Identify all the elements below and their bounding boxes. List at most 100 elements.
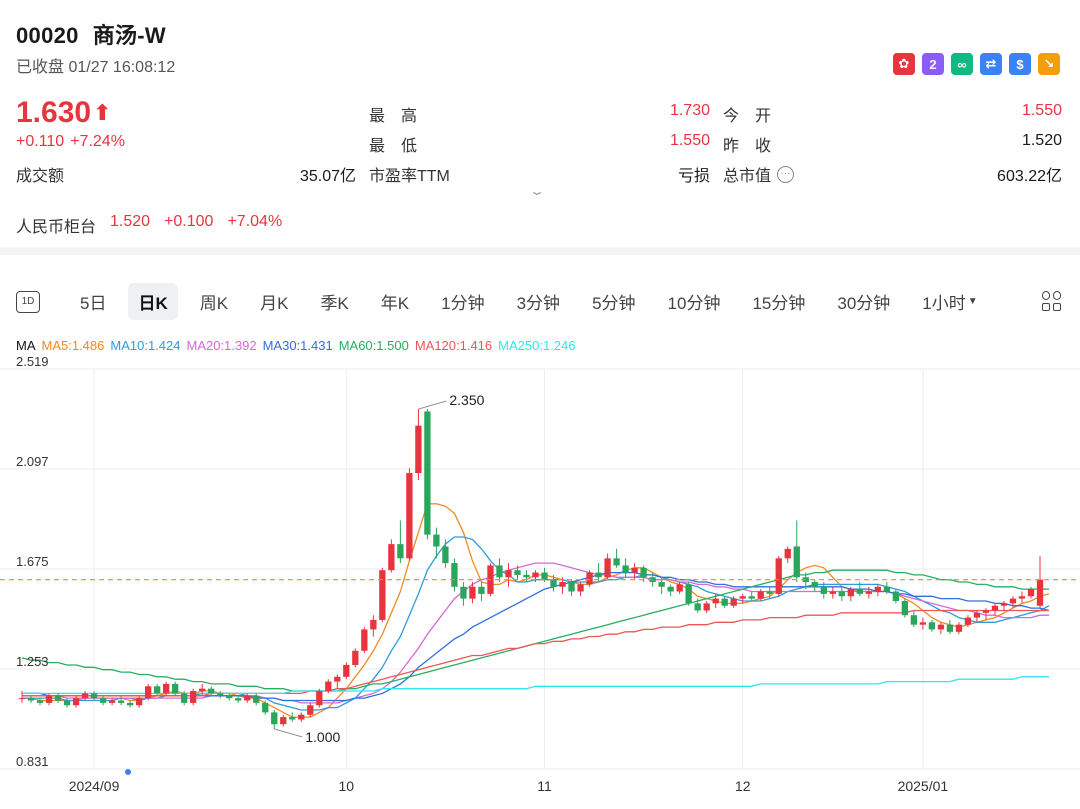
candle-body <box>523 574 530 578</box>
event-dot-icon <box>125 769 131 775</box>
more-info-icon[interactable]: ··· <box>777 165 795 183</box>
tab-period[interactable]: 年K <box>380 294 410 313</box>
prev-close-label: 昨 收 <box>723 138 772 155</box>
swap-icon[interactable]: ⇄ <box>980 53 1002 75</box>
candle-body <box>838 591 845 597</box>
candle-body <box>424 411 431 535</box>
candle-body <box>289 717 296 720</box>
candle-body <box>190 691 197 703</box>
tab-period[interactable]: 1分钟 <box>441 294 485 313</box>
candle-body <box>901 600 909 616</box>
candle-body <box>433 534 440 547</box>
candle-body <box>739 596 746 599</box>
candle-body <box>352 650 359 665</box>
candle-body <box>1009 598 1017 604</box>
candle-body <box>775 558 782 594</box>
candle-body <box>748 596 755 599</box>
tab-period[interactable]: 30分钟 <box>837 294 891 313</box>
expand-chevron-icon[interactable]: ⌄ <box>528 184 546 198</box>
dollar-icon[interactable]: $ <box>1009 53 1031 75</box>
candle-body <box>640 567 647 578</box>
pe-value: 亏损 <box>677 168 710 185</box>
x-tick-label: 10 <box>339 778 355 794</box>
rmb-price: 1.520 <box>110 213 151 230</box>
candle-body <box>208 688 215 694</box>
rmb-counter-row[interactable]: 人民币柜台 1.520 +0.100 +7.04% <box>16 213 282 237</box>
candle-body <box>63 700 71 706</box>
candle-body <box>388 544 395 571</box>
candle-body <box>72 698 80 706</box>
y-tick-label: 2.097 <box>16 454 49 469</box>
tab-period[interactable]: 3分钟 <box>516 294 561 313</box>
candle-body <box>892 591 900 601</box>
candle-body <box>613 558 620 566</box>
tab-period[interactable]: 5分钟 <box>592 294 636 313</box>
candle-body <box>982 610 990 613</box>
rmb-label: 人民币柜台 <box>16 219 97 236</box>
candle-body <box>334 676 341 682</box>
candle-body <box>766 591 773 594</box>
hk-flag-icon[interactable]: ✿ <box>893 53 915 75</box>
candle-body <box>298 714 305 720</box>
ma-legend-item: MA5:1.486 <box>41 338 105 353</box>
candle-body <box>694 603 701 611</box>
candle-body <box>550 579 557 587</box>
level2-icon[interactable]: 2 <box>922 53 944 75</box>
period-tabs: 1D 5日 日K 周K 月K 季K 年K 1分钟 3分钟 5分钟 10分钟 15分钟 30分钟 1小时 … <box>16 283 978 320</box>
ma-legend-item: MA60:1.500 <box>338 338 409 353</box>
candle-body <box>226 695 233 699</box>
candle-body <box>955 624 963 632</box>
tab-period[interactable]: 周K <box>199 294 229 313</box>
short-icon[interactable]: ↘ <box>1038 53 1060 75</box>
candle-body <box>928 622 936 630</box>
candle-body <box>883 586 891 592</box>
candle-body <box>946 624 954 632</box>
candle-body <box>829 591 836 594</box>
tab-1d-icon[interactable]: 1D <box>16 290 40 313</box>
kline-chart[interactable]: 2.519 2.097 1.675 1.253 0.831 2024/09 10 11 12 20… <box>0 355 1080 809</box>
candle-body <box>685 584 692 604</box>
prev-close-value: 1.520 <box>1021 132 1062 149</box>
tab-period[interactable]: 月K <box>260 294 289 313</box>
grid-menu-icon[interactable] <box>1042 291 1062 311</box>
low-label: 最 低 <box>369 138 418 155</box>
badge-row: ✿ 2 ∞ ⇄ $ ↘ <box>893 53 1060 75</box>
candle-body <box>820 586 827 594</box>
candle-body <box>171 683 179 694</box>
tab-period[interactable]: 日K <box>128 283 178 320</box>
candle-body <box>559 582 566 587</box>
candle-body <box>442 546 449 564</box>
candle-body <box>856 589 863 594</box>
candle-body <box>406 473 413 559</box>
candle-body <box>90 693 98 699</box>
candle-body <box>667 586 674 592</box>
hour-dropdown-icon[interactable]: ▼ <box>967 296 978 307</box>
y-tick-label: 0.831 <box>16 754 49 769</box>
tab-period[interactable]: 10分钟 <box>667 294 721 313</box>
candle-body <box>658 582 665 587</box>
tab-period[interactable]: 季K <box>320 294 349 313</box>
price-value: 1.630 <box>16 96 92 129</box>
max-annotation: 2.350 <box>449 392 484 408</box>
candle-body <box>81 693 89 699</box>
candle-body <box>253 695 260 703</box>
candle-body <box>478 586 485 594</box>
ma-line-ma120 <box>22 609 1049 697</box>
candle-body <box>568 582 575 592</box>
stock-name: 商汤-W <box>92 23 166 48</box>
candle-body <box>937 624 945 630</box>
candle-body <box>847 589 854 597</box>
candle-body <box>730 598 737 606</box>
rmb-change: +0.100 <box>164 213 214 230</box>
ma-legend-item: MA250:1.246 <box>498 338 576 353</box>
tab-period[interactable]: 1小时 <box>922 294 966 313</box>
candle-body <box>541 572 548 580</box>
candle-body <box>54 695 62 701</box>
candle-body <box>703 603 710 611</box>
ma-legend-item: MA120:1.416 <box>414 338 493 353</box>
candle-body <box>496 565 503 578</box>
candle-body <box>325 681 332 692</box>
tab-period[interactable]: 5日 <box>80 294 107 313</box>
connect-icon[interactable]: ∞ <box>951 53 973 75</box>
tab-period[interactable]: 15分钟 <box>752 294 806 313</box>
